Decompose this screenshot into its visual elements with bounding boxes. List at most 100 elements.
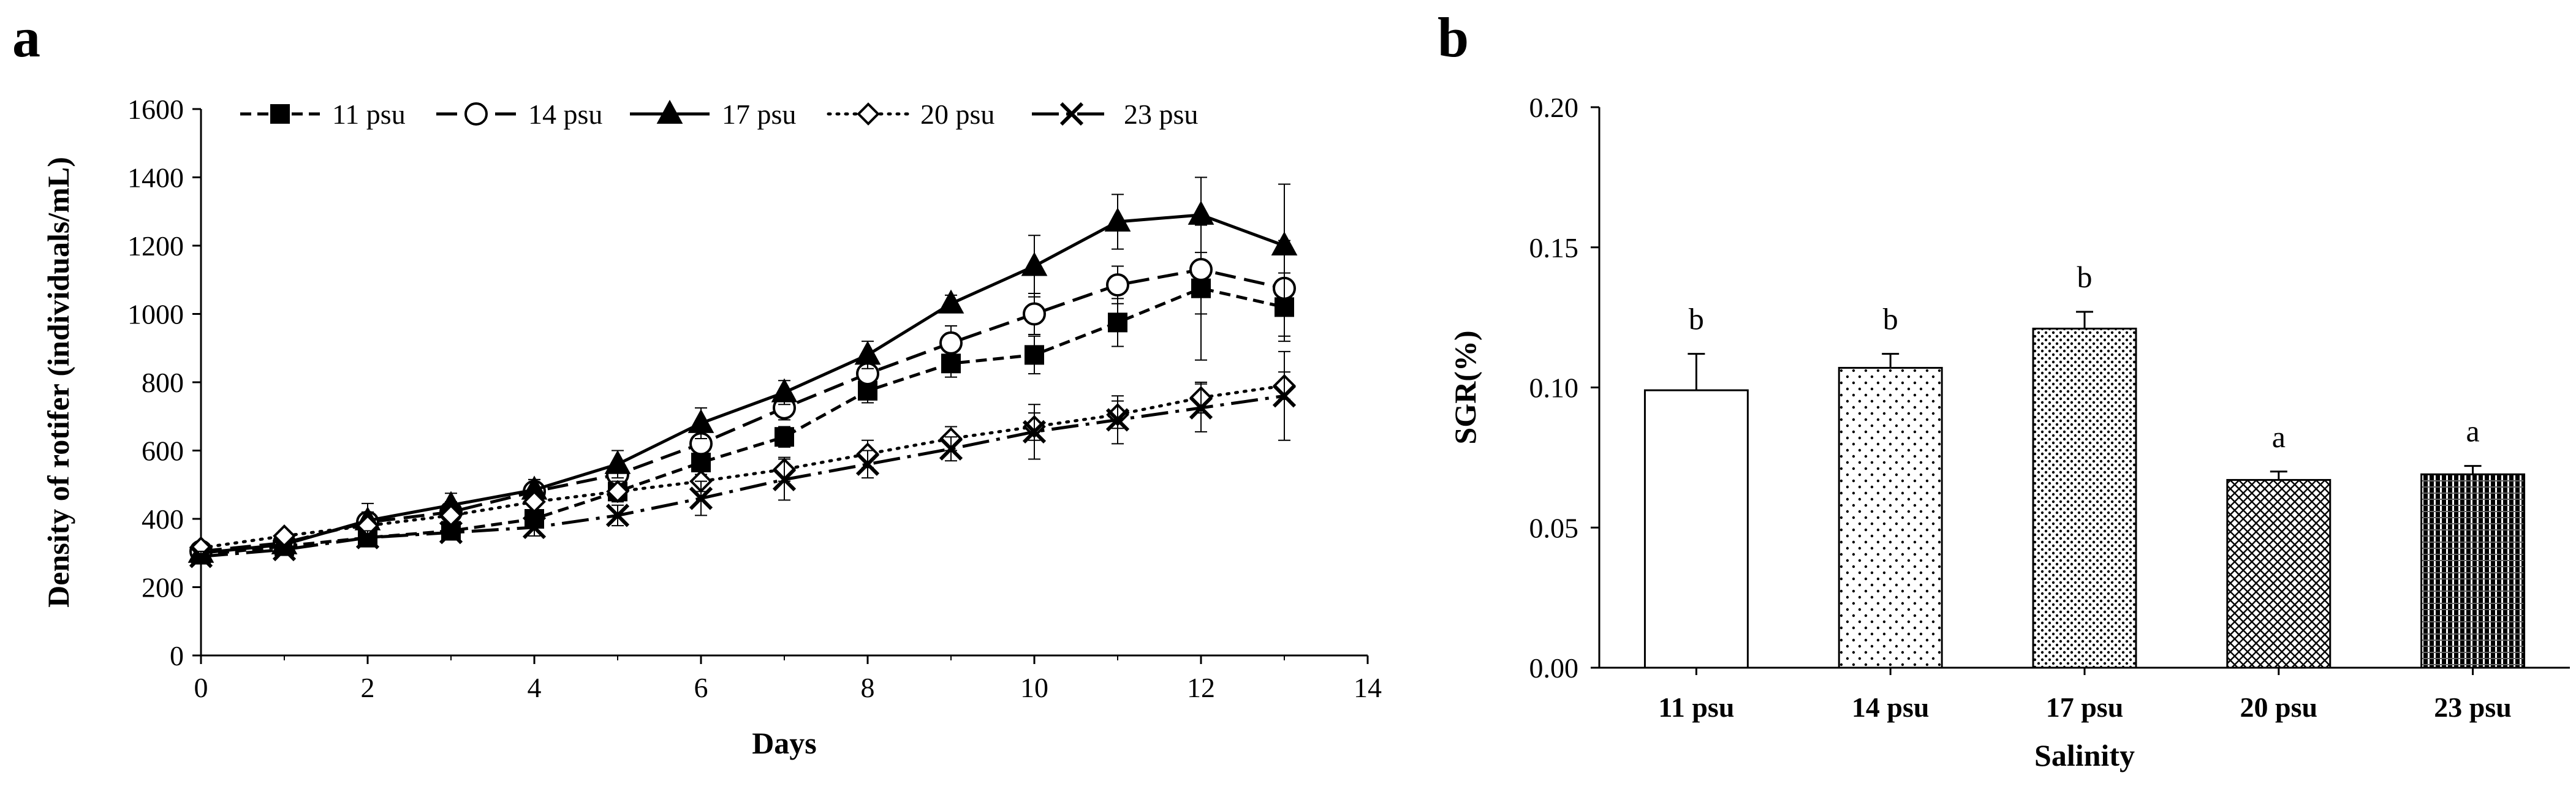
data-point (189, 545, 213, 568)
data-point (1025, 345, 1044, 365)
bar-chart-y-axis-title: SGR(%) (1448, 330, 1482, 444)
legend-entry-11-psu: 11 psu (240, 99, 406, 130)
bar-chart-y-ticks: 0.00 0.05 0.10 0.15 0.20 (1529, 92, 1599, 684)
x-marker-shape (605, 504, 630, 527)
legend-entry-23-psu: 23 psu (1032, 99, 1198, 130)
bar-group-20-psu: a 20 psu (2226, 420, 2332, 723)
x-marker-shape (939, 437, 963, 461)
legend-marker (1059, 102, 1084, 126)
x-tick-label: 0 (194, 672, 208, 703)
significance-letter: b (1689, 302, 1704, 336)
bar (2032, 327, 2137, 669)
series-14-psu (189, 224, 1296, 563)
y-tick-label: 0 (170, 640, 184, 671)
data-point (855, 452, 880, 476)
data-point (272, 538, 297, 562)
x-tick-label: 14 (1354, 672, 1382, 703)
x-tick-label: 10 (1020, 672, 1048, 703)
data-point (939, 331, 963, 355)
diamond-marker-shape (523, 490, 546, 513)
line-chart-x-ticks: 0 2 4 6 8 10 12 14 (194, 655, 1382, 703)
data-point (771, 378, 798, 402)
legend-marker (270, 104, 290, 124)
bar-chart-panel: b 0.00 0.05 0.10 0.15 0.20 b 11 psu b 14 psu b 17… (1438, 6, 2570, 772)
x-marker-shape (689, 486, 713, 510)
data-point (1189, 396, 1213, 420)
x-marker-shape (355, 526, 380, 549)
data-point (1022, 420, 1047, 444)
circle-marker-shape (1189, 258, 1213, 282)
square-marker-shape (1025, 345, 1044, 365)
y-tick-label: 0.15 (1529, 232, 1579, 263)
x-marker-shape (772, 467, 797, 492)
panel-label-b: b (1438, 6, 1469, 69)
x-tick-label: 12 (1187, 672, 1215, 703)
y-tick-label: 600 (142, 436, 184, 467)
data-point (1023, 302, 1046, 326)
bar (2226, 478, 2332, 669)
series-23-psu (189, 350, 1297, 568)
triangle-marker-shape (854, 341, 881, 365)
x-marker-shape (1272, 384, 1297, 408)
data-point (1106, 273, 1129, 297)
line-chart-legend: 11 psu 14 psu 17 psu 20 psu 23 psu (240, 99, 1198, 130)
circle-marker-shape (1106, 273, 1129, 297)
series-line (200, 213, 1285, 555)
y-tick-label: 1600 (127, 94, 184, 125)
bar-group-17-psu: b 17 psu (2032, 260, 2137, 723)
x-tick-label: 6 (694, 672, 708, 703)
square-marker-shape (1108, 312, 1127, 333)
legend-label: 11 psu (332, 99, 406, 130)
y-tick-label: 1200 (127, 230, 184, 262)
y-tick-label: 1400 (127, 162, 184, 194)
x-marker-shape (1059, 102, 1084, 126)
triangle-marker-shape (1104, 207, 1131, 232)
x-marker-shape (439, 521, 463, 545)
x-tick-label: 4 (528, 672, 542, 703)
data-point (688, 409, 714, 433)
data-point (772, 467, 797, 492)
y-tick-label: 0.05 (1529, 512, 1579, 543)
series-line (199, 384, 1286, 549)
legend-label: 17 psu (722, 99, 796, 130)
legend-marker (857, 102, 880, 126)
line-chart-x-axis-title: Days (752, 726, 817, 760)
significance-letter: a (2272, 420, 2286, 454)
data-point (938, 289, 964, 314)
significance-letter: a (2466, 414, 2479, 448)
legend-entry-17-psu: 17 psu (630, 99, 796, 130)
line-chart-y-ticks: 0 200 400 600 800 1000 1200 1400 1600 (127, 94, 201, 671)
data-point (1271, 231, 1298, 255)
x-marker-shape (1022, 420, 1047, 444)
bar-chart-x-axis-title: Salinity (2034, 738, 2135, 772)
legend-entry-20-psu: 20 psu (827, 99, 994, 130)
x-tick-label: 8 (861, 672, 875, 703)
legend-entry-14-psu: 14 psu (436, 99, 602, 130)
circle-marker-shape (1023, 302, 1046, 326)
bar-group-23-psu: a 23 psu (2420, 414, 2526, 723)
series-line (200, 268, 1285, 553)
bar (2420, 473, 2526, 669)
circle-marker-shape (464, 102, 488, 126)
x-marker-shape (1189, 396, 1213, 420)
bar (1838, 366, 1943, 669)
circle-marker-shape (939, 331, 963, 355)
y-tick-label: 200 (142, 572, 184, 603)
data-point (1188, 200, 1214, 225)
legend-label: 20 psu (920, 99, 994, 130)
bar-group-14-psu: b 14 psu (1838, 302, 1943, 723)
line-chart-series-group (188, 176, 1298, 568)
significance-letter: b (1883, 302, 1898, 336)
x-category-label: 20 psu (2240, 692, 2318, 723)
x-category-label: 14 psu (1852, 692, 1930, 723)
diamond-marker-shape (857, 102, 880, 126)
triangle-marker-shape (656, 99, 683, 124)
legend-marker (464, 102, 488, 126)
data-point (522, 515, 547, 540)
triangle-marker-shape (1271, 231, 1298, 255)
data-point (523, 490, 546, 513)
bar-group-11-psu: b 11 psu (1643, 302, 1749, 723)
triangle-marker-shape (771, 378, 798, 402)
data-point (689, 486, 713, 510)
data-point (604, 450, 631, 474)
